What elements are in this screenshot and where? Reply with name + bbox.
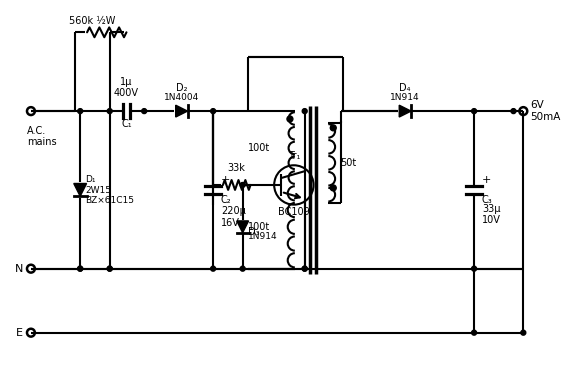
Text: C₂
220μ
16V: C₂ 220μ 16V	[221, 195, 246, 228]
Circle shape	[511, 109, 516, 114]
Text: BC109: BC109	[278, 207, 310, 216]
Text: 1N914: 1N914	[390, 93, 420, 102]
Circle shape	[78, 266, 83, 271]
Circle shape	[521, 330, 526, 335]
Circle shape	[287, 116, 293, 122]
Circle shape	[78, 109, 83, 114]
Circle shape	[302, 109, 307, 114]
Circle shape	[107, 109, 112, 114]
Circle shape	[302, 266, 307, 271]
Text: Tr₁: Tr₁	[287, 151, 300, 161]
Text: C₃: C₃	[482, 195, 493, 205]
Text: D₁
2W15
BZ×61C15: D₁ 2W15 BZ×61C15	[85, 175, 134, 205]
Text: 100t: 100t	[248, 143, 270, 153]
Text: A.C.
mains: A.C. mains	[27, 126, 57, 147]
Circle shape	[331, 185, 336, 191]
Circle shape	[78, 266, 83, 271]
Polygon shape	[176, 105, 188, 117]
Circle shape	[472, 109, 476, 114]
Circle shape	[331, 125, 336, 131]
Circle shape	[107, 266, 112, 271]
Circle shape	[142, 109, 147, 114]
Text: N: N	[15, 264, 23, 274]
Text: 6V
50mA: 6V 50mA	[530, 100, 561, 122]
Text: 1N4004: 1N4004	[164, 93, 199, 102]
Text: D₃: D₃	[248, 227, 259, 237]
Polygon shape	[237, 221, 248, 233]
Text: 50t: 50t	[340, 158, 357, 168]
Circle shape	[211, 109, 215, 114]
Text: D₄: D₄	[399, 83, 411, 93]
Text: +: +	[221, 175, 230, 185]
Circle shape	[240, 182, 245, 187]
Text: 100t: 100t	[248, 222, 270, 232]
Text: E: E	[16, 328, 23, 338]
Text: 33k: 33k	[228, 163, 246, 173]
Text: 1N914: 1N914	[248, 232, 277, 241]
Polygon shape	[399, 105, 411, 117]
Text: C₁: C₁	[121, 119, 132, 129]
Text: D₂: D₂	[176, 83, 187, 93]
Circle shape	[107, 266, 112, 271]
Text: 1μ
400V: 1μ 400V	[114, 77, 139, 98]
Polygon shape	[74, 184, 87, 196]
Circle shape	[211, 266, 215, 271]
Circle shape	[472, 330, 476, 335]
Text: +: +	[482, 175, 492, 185]
Circle shape	[472, 266, 476, 271]
Circle shape	[240, 266, 245, 271]
Circle shape	[302, 266, 307, 271]
Text: 33μ
10V: 33μ 10V	[482, 204, 501, 225]
Text: 560k ½W: 560k ½W	[69, 16, 116, 26]
